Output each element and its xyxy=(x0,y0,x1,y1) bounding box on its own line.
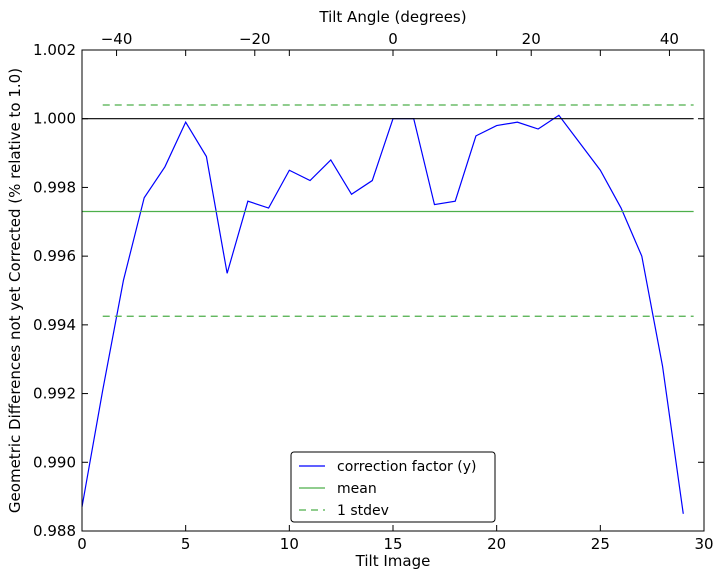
legend: correction factor (y) mean 1 stdev xyxy=(290,451,496,523)
series-line-0 xyxy=(81,114,684,514)
legend-label: mean xyxy=(337,481,377,497)
y-tick-label: 0.990 xyxy=(33,453,76,471)
top-x-tick-label: 40 xyxy=(660,30,679,48)
ticks-layer: 0 5 10 15 20 25 30 −40 −20 0 20 40 0.988 0.990 0.992 0.… xyxy=(33,30,714,553)
top-x-axis-label: Tilt Angle (degrees) xyxy=(318,8,466,26)
x-tick-label: 5 xyxy=(181,535,191,553)
y-tick-label: 1.000 xyxy=(33,110,76,128)
top-x-tick-label: 20 xyxy=(522,30,541,48)
y-axis-label: Geometric Differences not yet Corrected … xyxy=(6,68,24,513)
legend-label: correction factor (y) xyxy=(337,459,476,475)
x-axis-label: Tilt Image xyxy=(355,552,431,570)
top-x-tick-label: 0 xyxy=(388,30,398,48)
x-tick-label: 30 xyxy=(694,535,713,553)
marks-layer xyxy=(81,104,694,514)
legend-box xyxy=(290,451,496,523)
x-tick-label: 0 xyxy=(77,535,87,553)
x-tick-label: 25 xyxy=(591,535,610,553)
y-tick-label: 1.002 xyxy=(33,41,76,59)
x-tick-label: 20 xyxy=(487,535,506,553)
top-x-tick-label: −40 xyxy=(101,30,133,48)
y-tick-label: 0.996 xyxy=(33,247,76,265)
y-tick-label: 0.992 xyxy=(33,385,76,403)
top-x-tick-label: −20 xyxy=(239,30,271,48)
y-tick-label: 0.988 xyxy=(33,522,76,540)
y-tick-label: 0.994 xyxy=(33,316,76,334)
legend-label: 1 stdev xyxy=(337,503,389,519)
x-tick-label: 10 xyxy=(280,535,299,553)
x-tick-label: 15 xyxy=(383,535,402,553)
y-tick-label: 0.998 xyxy=(33,178,76,196)
